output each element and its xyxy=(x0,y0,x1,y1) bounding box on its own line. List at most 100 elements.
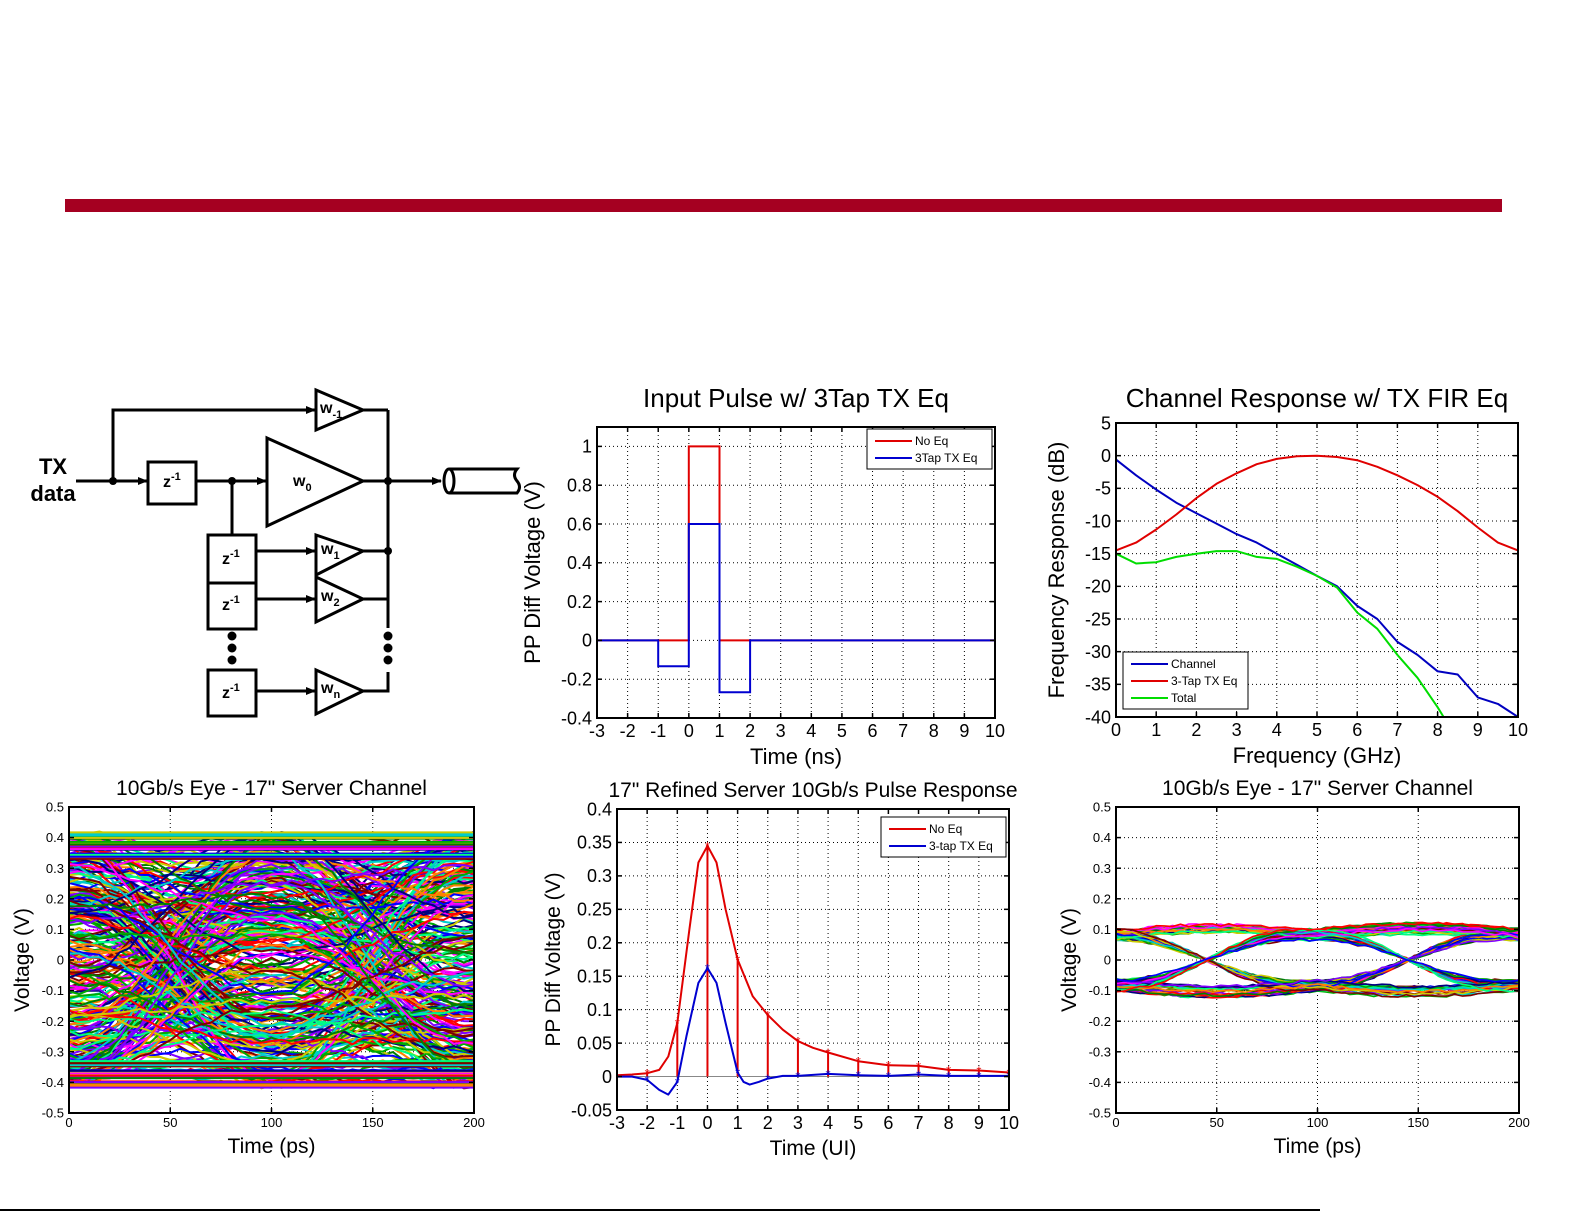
x-tick-label: 7 xyxy=(898,721,908,741)
x-tick-label: 6 xyxy=(1352,720,1362,740)
y-tick-label: -0.5 xyxy=(1089,1106,1111,1121)
x-tick-label: 9 xyxy=(959,721,969,741)
legend-entry: 3-Tap TX Eq xyxy=(1171,674,1237,688)
legend: No Eq 3-tap TX Eq xyxy=(880,816,1007,858)
x-tick-label: 5 xyxy=(837,721,847,741)
y-tick-label: -40 xyxy=(1085,707,1111,727)
chart-title: 10Gb/s Eye - 17" Server Channel xyxy=(116,777,427,800)
y-tick-label: 0.25 xyxy=(577,900,612,920)
svg-text:*: * xyxy=(795,1069,800,1084)
y-tick-label: 1 xyxy=(582,437,592,457)
y-tick-label: -35 xyxy=(1085,675,1111,695)
series-line xyxy=(1116,454,1518,552)
y-tick-label: -10 xyxy=(1085,511,1111,531)
x-tick-label: 3 xyxy=(776,721,786,741)
y-tick-label: 0.3 xyxy=(46,861,64,876)
x-tick-label: 10 xyxy=(1508,720,1528,740)
y-tick-label: 0.4 xyxy=(587,799,612,819)
y-axis-label: PP Diff Voltage (V) xyxy=(520,481,545,664)
svg-text:*: * xyxy=(916,1059,921,1074)
svg-text:*: * xyxy=(826,1045,831,1060)
y-tick-label: -5 xyxy=(1095,479,1111,499)
y-tick-label: 0.15 xyxy=(577,967,612,987)
y-axis-label: Frequency Response (dB) xyxy=(1044,442,1069,699)
y-tick-label: 0 xyxy=(582,631,592,651)
x-tick-label: 9 xyxy=(1473,720,1483,740)
y-axis-label: Voltage (V) xyxy=(1058,908,1081,1012)
x-tick-label: -1 xyxy=(669,1113,685,1133)
y-tick-label: 5 xyxy=(1101,413,1111,433)
chart-title: Input Pulse w/ 3Tap TX Eq xyxy=(643,383,949,413)
x-axis-label: Frequency (GHz) xyxy=(1233,743,1402,768)
x-tick-label: 0 xyxy=(1112,1115,1119,1130)
svg-text:*: * xyxy=(765,1072,770,1087)
x-tick-label: 200 xyxy=(1508,1115,1530,1130)
delay-box-label: z-1 z-1 z-1 z-1 xyxy=(163,471,240,702)
y-tick-label: 0.2 xyxy=(1093,891,1111,906)
y-tick-label: -0.4 xyxy=(561,708,592,728)
y-tick-label: -0.3 xyxy=(42,1044,64,1059)
tap-weight-label: w-1 w0 w1 w2 wn xyxy=(292,400,342,701)
plot-area: ************************** xyxy=(617,839,1009,1096)
x-tick-label: 1 xyxy=(1151,720,1161,740)
y-tick-label: 0.5 xyxy=(46,800,64,815)
svg-text:z-1: z-1 xyxy=(163,471,181,491)
x-tick-label: 150 xyxy=(362,1115,384,1130)
eye-diagram-unequalized: 0 50 100 150 200 -0.5 -0.4 -0.3 -0.2 -0.1 0 0.1 0.2 0… xyxy=(11,777,485,1158)
y-tick-label: 0.1 xyxy=(46,922,64,937)
series-line xyxy=(597,523,995,694)
x-tick-label: 100 xyxy=(1307,1115,1329,1130)
chart-title: 17" Refined Server 10Gb/s Pulse Response xyxy=(608,779,1017,802)
x-tick-label: 1 xyxy=(714,721,724,741)
fir-equalizer-diagram: TX data z-1 z-1 z-1 z-1 w-1 w0 w1 w2 wn xyxy=(30,387,521,718)
svg-text:*: * xyxy=(735,953,740,968)
input-pulse-chart: -3 -2 -1 0 1 2 3 4 5 6 7 8 9 10-0.4-0.200.20.40.60.81… xyxy=(520,383,1005,769)
x-tick-label: -3 xyxy=(589,721,605,741)
y-tick-label: 0.3 xyxy=(587,866,612,886)
svg-text:*: * xyxy=(946,1063,951,1078)
x-tick-label: 50 xyxy=(1210,1115,1224,1130)
x-tick-label: 4 xyxy=(806,721,816,741)
svg-text:*: * xyxy=(856,1054,861,1069)
y-tick-label: -0.1 xyxy=(42,983,64,998)
x-tick-label: 5 xyxy=(1312,720,1322,740)
svg-text:*: * xyxy=(826,1067,831,1082)
y-tick-label: 0.4 xyxy=(46,830,64,845)
x-tick-label: 0 xyxy=(684,721,694,741)
x-tick-label: 2 xyxy=(745,721,755,741)
x-tick-label: -2 xyxy=(620,721,636,741)
x-tick-label: 100 xyxy=(261,1115,283,1130)
x-tick-label: 150 xyxy=(1407,1115,1429,1130)
svg-text:*: * xyxy=(675,1075,680,1090)
x-tick-label: 1 xyxy=(733,1113,743,1133)
y-tick-label: -0.1 xyxy=(1089,983,1111,998)
x-tick-label: 9 xyxy=(974,1113,984,1133)
y-tick-label: -0.4 xyxy=(1089,1075,1111,1090)
svg-text:*: * xyxy=(856,1068,861,1083)
x-tick-label: 8 xyxy=(929,721,939,741)
plot-area xyxy=(69,830,474,1090)
legend-entry: 3-tap TX Eq xyxy=(929,839,993,853)
x-tick-label: 10 xyxy=(985,721,1005,741)
y-tick-label: 0 xyxy=(1104,953,1111,968)
series-line xyxy=(617,844,1009,1077)
y-tick-label: -0.2 xyxy=(561,670,592,690)
x-tick-label: 5 xyxy=(853,1113,863,1133)
svg-text:z-1: z-1 xyxy=(222,682,240,702)
y-tick-label: 0.5 xyxy=(1093,800,1111,815)
legend-entry: 3Tap TX Eq xyxy=(915,451,977,465)
plot-area xyxy=(1116,921,1519,999)
y-tick-label: 0.2 xyxy=(46,891,64,906)
x-tick-label: -1 xyxy=(650,721,666,741)
x-tick-label: 3 xyxy=(1232,720,1242,740)
y-tick-label: 0.6 xyxy=(567,514,592,534)
svg-text:*: * xyxy=(886,1069,891,1084)
y-tick-label: -0.5 xyxy=(42,1106,64,1121)
y-tick-label: 0.1 xyxy=(1093,922,1111,937)
y-tick-label: -0.4 xyxy=(42,1075,64,1090)
y-tick-label: 0 xyxy=(1101,446,1111,466)
channel-response-chart: 0 1 2 3 4 5 6 7 8 9 10 -40 -35 -30 -25 -20 -15 -10 -5 0 5 Cha… xyxy=(1044,383,1528,768)
x-tick-label: 4 xyxy=(1272,720,1282,740)
chart-title: 10Gb/s Eye - 17" Server Channel xyxy=(1162,777,1473,800)
